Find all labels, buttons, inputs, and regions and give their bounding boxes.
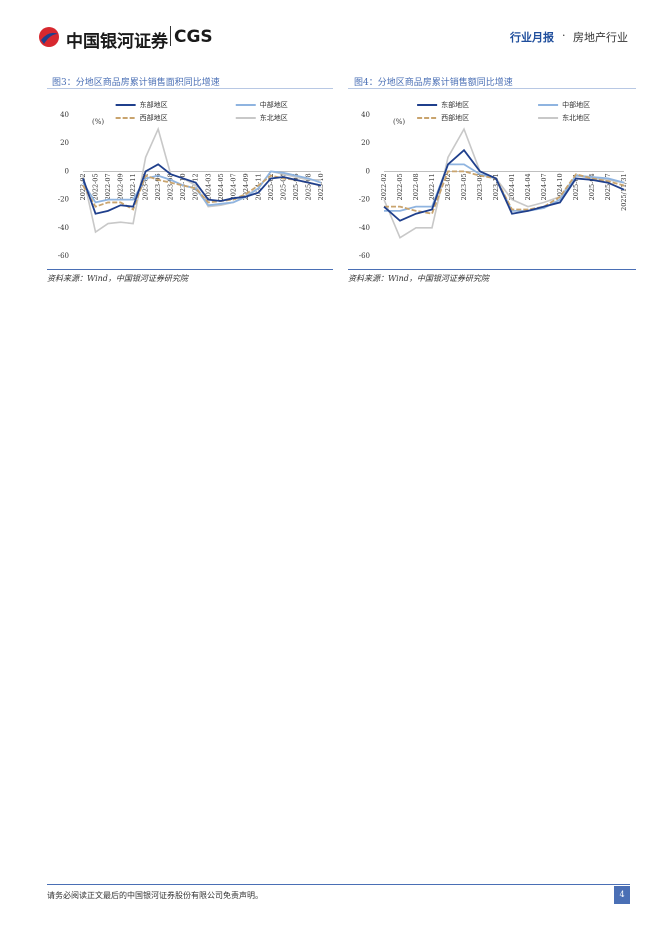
- legend-label: 中部地区: [260, 100, 288, 109]
- legend-label: 中部地区: [562, 100, 590, 109]
- rule: [47, 88, 333, 89]
- y-tick-label: -20: [58, 196, 69, 204]
- x-tick-label: 2025-02: [267, 173, 275, 200]
- x-tick-label: 2023-05: [460, 173, 468, 200]
- logo-text: 中国银河证券: [66, 32, 168, 52]
- x-tick-label: 2025-04: [588, 173, 596, 200]
- sector: 房地产行业: [573, 31, 628, 44]
- chart: 40 20 0 -20 -40 -60 (%) 2022-02 2022-05 2022-08 20…: [359, 100, 628, 260]
- y-tick-label: -40: [359, 224, 370, 232]
- report-type: 行业月报: [510, 31, 554, 44]
- figure-title: 图3：分地区商品房累计销售面积同比增速: [52, 78, 220, 88]
- logo-en: CGS: [174, 27, 213, 47]
- x-tick-label: 2024-10: [556, 173, 564, 200]
- page-number: 4: [614, 886, 630, 904]
- x-tick-label: 2023-06: [154, 173, 162, 200]
- x-tick-label: 2025-01: [572, 173, 580, 200]
- y-tick-label: -40: [58, 224, 69, 232]
- figure-title: 图4：分地区商品房累计销售额同比增速: [354, 78, 513, 88]
- source: 资料来源：Wind，中国银河证券研究院: [348, 274, 489, 283]
- x-tick-label: 2024-07: [540, 173, 548, 200]
- x-tick-label: 2023-11: [492, 173, 500, 200]
- rule: [348, 88, 636, 89]
- rule: [348, 269, 636, 270]
- x-tick-label: 2025-10: [317, 173, 325, 200]
- logo-divider: [170, 26, 171, 46]
- x-tick-label: 2025-08: [304, 173, 312, 200]
- x-tick-label: 2022-05: [396, 173, 404, 200]
- y-tick-label: -60: [58, 252, 69, 260]
- x-tick-label: 2022-11: [129, 173, 137, 200]
- series-line: [82, 170, 322, 207]
- y-tick-label: 20: [361, 139, 370, 147]
- x-tick-label: 2022-11: [428, 173, 436, 200]
- x-tick-label: 2025-04: [279, 173, 287, 200]
- series-line: [82, 163, 322, 215]
- legend-label: 东北地区: [260, 113, 288, 122]
- series-line: [383, 148, 625, 222]
- x-tick-label: 2022-07: [104, 173, 112, 200]
- legend-label: 西部地区: [441, 113, 469, 122]
- y-axis-label: (%): [393, 118, 405, 126]
- y-tick-label: 40: [361, 111, 370, 119]
- y-tick-label: 40: [60, 111, 69, 119]
- y-tick-label: -60: [359, 252, 370, 260]
- x-tick-label: 2023-08: [167, 173, 175, 200]
- x-tick-label: 2024-07: [229, 173, 237, 200]
- legend-label: 东北地区: [562, 113, 590, 122]
- x-tick-label: 2024-01: [508, 173, 516, 200]
- disclaimer: 请务必阅读正文最后的中国银河证券股份有限公司免责声明。: [47, 891, 263, 900]
- logo-icon: [39, 27, 59, 47]
- x-tick-label: 2023-02: [444, 173, 452, 200]
- y-tick-label: 0: [65, 167, 69, 175]
- x-tick-label: 2022-08: [412, 173, 420, 200]
- footer-rule: [47, 884, 630, 885]
- x-tick-label: 2022-05: [92, 173, 100, 200]
- header-dot: ·: [562, 29, 566, 42]
- legend-label: 东部地区: [441, 100, 469, 109]
- rule: [47, 269, 333, 270]
- x-tick-label: 2022-02: [380, 173, 388, 200]
- x-tick-label: 2025/11/31: [620, 173, 628, 210]
- x-tick-label: 2023-08: [476, 173, 484, 200]
- x-tick-label: 2024-05: [217, 173, 225, 200]
- x-tick-label: 2025-07: [604, 173, 612, 200]
- y-tick-label: 0: [366, 167, 370, 175]
- x-tick-label: 2024-09: [242, 173, 250, 200]
- source: 资料来源：Wind，中国银河证券研究院: [47, 274, 188, 283]
- y-axis-label: (%): [92, 118, 104, 126]
- x-tick-label: 2023-02: [142, 173, 150, 200]
- legend-label: 西部地区: [140, 113, 168, 122]
- x-tick-label: 2023-10: [179, 173, 187, 200]
- y-tick-label: -20: [359, 196, 370, 204]
- x-tick-label: 2025-06: [292, 173, 300, 200]
- x-tick-label: 2024-03: [204, 173, 212, 200]
- legend-label: 东部地区: [140, 100, 168, 109]
- x-tick-label: 2022-09: [117, 173, 125, 200]
- x-tick-label: 2024-04: [524, 173, 532, 200]
- y-tick-label: 20: [60, 139, 69, 147]
